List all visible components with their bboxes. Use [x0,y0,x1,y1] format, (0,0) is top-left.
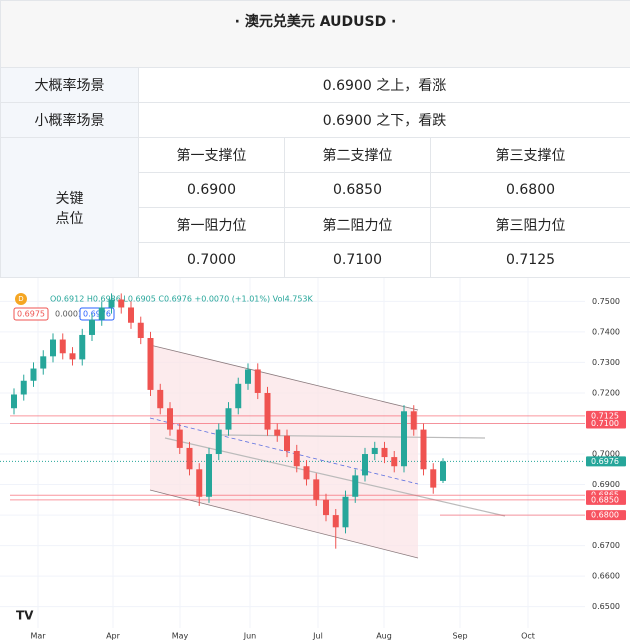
row-label: 大概率场景 [1,68,139,103]
candle-body [206,454,212,497]
candle-body [138,323,144,338]
x-tick-label: Sep [452,632,467,641]
y-tick-label: 0.7500 [592,297,620,306]
x-tick-label: Jun [243,632,257,641]
candle-body [31,369,37,381]
candle-body [128,307,134,322]
header-cell: 第一阻力位 [139,208,285,243]
candle-body [235,384,241,408]
candle-body [343,497,349,528]
badge-text: D [18,295,23,303]
key-levels-label: 关键点位 [1,138,139,278]
bid: 0.6975 [17,310,45,319]
candle-body [440,461,446,481]
candle-body [401,411,407,466]
price-tag-label: 0.6800 [591,511,619,520]
row-label: 小概率场景 [1,103,139,138]
header-cell: 第三阻力位 [431,208,630,243]
candle-body [11,394,17,408]
x-tick-label: May [172,632,189,641]
candle-body [226,408,232,429]
header-cell: 第二阻力位 [285,208,431,243]
y-tick-label: 0.6500 [592,602,620,611]
candle-body [177,430,183,448]
candle-body [245,369,251,383]
header-cell: 第二支撑位 [285,138,431,173]
y-tick-label: 0.7400 [592,327,620,336]
candle-body [21,381,27,395]
ohlc: O0.6912 H0.6986 L0.6905 C0.6976 +0.0070 … [50,295,314,304]
y-tick-label: 0.7200 [592,388,620,397]
label-line: 点位 [1,208,138,228]
candle-body [216,430,222,454]
y-tick-label: 0.7300 [592,358,620,367]
candle-body [333,515,339,527]
value-cell: 0.7125 [431,243,630,278]
candle-body [109,300,115,308]
x-tick-label: Apr [106,632,121,641]
header-cell: 第一支撑位 [139,138,285,173]
candle-body [89,320,95,335]
candle-body [148,338,154,390]
row-value: 0.6900 之上，看涨 [139,68,630,103]
price-tag-label: 0.7100 [591,419,619,428]
candle-body [40,356,46,368]
candle-body [50,340,56,357]
candle-body [362,454,368,475]
x-tick-label: Oct [521,632,535,641]
candle-body [118,300,124,308]
value-cell: 0.6800 [431,173,630,208]
header-cell: 第三支撑位 [431,138,630,173]
candle-body [196,469,202,496]
spread: 0.0001 [55,310,83,319]
candle-body [382,448,388,457]
candle-body [70,353,76,359]
candle-body [60,340,66,354]
candle-body [157,390,163,408]
y-tick-label: 0.6700 [592,541,620,550]
ask: 0.6976 [83,310,111,319]
candle-body [167,408,173,429]
value-cell: 0.6900 [139,173,285,208]
candle-body [79,335,85,359]
candle-body [255,369,261,393]
candle-body [323,500,329,515]
y-tick-label: 0.6900 [592,480,620,489]
candle-body [411,411,417,429]
value-cell: 0.7000 [139,243,285,278]
candle-body [99,307,105,319]
candle-body [352,475,358,496]
value-cell: 0.6850 [285,173,431,208]
label-line: 关键 [1,188,138,208]
value-cell: 0.7100 [285,243,431,278]
logo: TV [16,609,34,623]
x-tick-label: Mar [30,632,46,641]
x-tick-label: Aug [376,632,392,641]
row-value: 0.6900 之下，看跌 [139,103,630,138]
y-tick-label: 0.6600 [592,572,620,581]
candle-body [372,448,378,454]
candle-body [294,451,300,466]
x-tick-label: Jul [312,632,323,641]
candle-body [391,457,397,466]
candle-body [284,436,290,451]
title: · 澳元兑美元 AUDUSD · [1,1,630,68]
candle-body [313,479,319,499]
candle-body [304,466,310,479]
price-tag-label: 0.6850 [591,495,619,504]
candle-body [421,430,427,470]
price-chart: D O0.6912 H0.6986 L0.6905 C0.6976 +0.007… [0,278,630,644]
candle-body [187,448,193,469]
candle-body [274,430,280,436]
candle-body [265,393,271,430]
price-tag-label: 0.6976 [591,457,619,466]
candle-body [430,469,436,487]
